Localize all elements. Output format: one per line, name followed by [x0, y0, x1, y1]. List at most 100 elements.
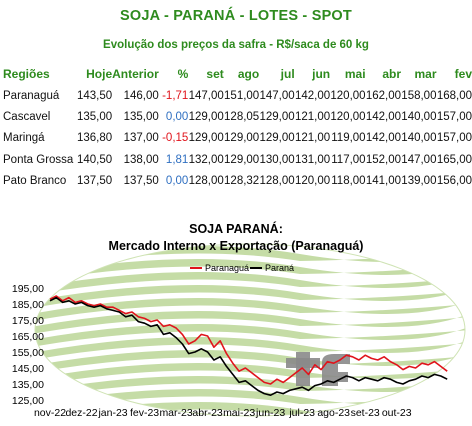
- legend-label: Paraná: [265, 263, 294, 273]
- page-subtitle: Evolução dos preços da safra - R$/saca d…: [103, 39, 369, 51]
- price-cell-abr: 142,00: [365, 110, 402, 123]
- price-cell-set: 132,00: [188, 153, 224, 166]
- region-name: Pato Branco: [3, 174, 67, 187]
- price-cell-pct: 0,00: [165, 110, 189, 123]
- price-cell-pct: -1,71: [162, 89, 189, 102]
- price-cell-jul: 129,00: [259, 110, 295, 123]
- x-tick-label: jun-23: [255, 407, 285, 419]
- chart-subtitle: Mercado Interno x Exportação (Paranaguá): [108, 239, 364, 253]
- price-cell-fev: 165,00: [436, 153, 472, 166]
- price-cell-mar: 139,00: [401, 174, 437, 187]
- price-cell-mai: 118,00: [331, 174, 366, 187]
- chart-title: SOJA PARANÁ:: [189, 222, 283, 236]
- price-cell-mai: 120,00: [330, 110, 366, 123]
- price-cell-jul: 147,00: [259, 89, 295, 102]
- x-tick-label: jan-23: [97, 407, 127, 419]
- price-cell-jun: 121,00: [294, 110, 331, 123]
- x-tick-label: out-23: [382, 407, 412, 419]
- chart-legend: Paranaguá Paraná: [190, 263, 294, 273]
- price-cell-anterior: 137,00: [123, 132, 159, 145]
- price-cell-abr: 162,00: [365, 89, 402, 102]
- soybean-field-background: [34, 243, 466, 417]
- region-name: Cascavel: [3, 110, 51, 123]
- region-name: Paranaguá: [3, 89, 60, 102]
- y-tick-label: 175,00: [12, 315, 44, 327]
- price-cell-jun: 131,00: [294, 153, 331, 166]
- price-cell-ago: 129,00: [224, 153, 260, 166]
- x-tick-label: set-23: [351, 407, 380, 419]
- price-cell-fev: 156,00: [436, 174, 472, 187]
- price-cell-mar: 147,00: [401, 153, 437, 166]
- x-tick-label: mar-23: [159, 407, 192, 419]
- column-header: mai: [344, 67, 366, 81]
- table-row: Maringá 136,80 137,00 -0,15 129,00 129,00 129,…: [3, 128, 472, 149]
- price-cell-hoje: 137,50: [76, 174, 113, 187]
- x-tick-label: dez-22: [65, 407, 97, 419]
- price-cell-pct: 1,81: [165, 153, 189, 166]
- y-tick-label: 125,00: [12, 395, 44, 407]
- price-cell-anterior: 135,00: [123, 110, 159, 123]
- x-tick-label: abr-23: [192, 407, 223, 419]
- column-header: Regiões: [3, 67, 50, 81]
- y-tick-label: 165,00: [12, 331, 44, 343]
- x-tick-label: fev-23: [130, 407, 159, 419]
- price-cell-hoje: 135,00: [76, 110, 113, 123]
- column-header: jun: [312, 67, 331, 81]
- table-row: Pato Branco 137,50 137,50 0,00 128,00 128,32 1…: [3, 170, 472, 191]
- price-cell-ago: 151,00: [224, 89, 260, 102]
- y-tick-label: 145,00: [12, 363, 44, 375]
- price-cell-ago: 128,32: [224, 174, 260, 187]
- price-cell-mai: 119,00: [331, 132, 366, 145]
- price-cell-set: 128,00: [188, 174, 224, 187]
- series-line-paranagua: [49, 295, 448, 385]
- column-header: set: [206, 67, 224, 81]
- price-cell-fev: 157,00: [436, 132, 472, 145]
- price-cell-jul: 130,00: [259, 153, 295, 166]
- column-header: ago: [237, 67, 260, 81]
- price-cell-pct: 0,00: [165, 174, 189, 187]
- legend-label: Paranaguá: [205, 263, 249, 273]
- price-cell-pct: -0,15: [162, 132, 189, 145]
- price-cell-fev: 168,00: [436, 89, 472, 102]
- column-header: Anterior: [112, 67, 159, 81]
- table-row: Ponta Grossa 140,50 138,00 1,81 132,00 129,00…: [3, 149, 472, 170]
- price-cell-set: 129,00: [188, 110, 224, 123]
- price-cell-abr: 141,00: [365, 174, 402, 187]
- table-row: Paranaguá 143,50 146,00 -1,71 147,00 151,00 14…: [3, 85, 472, 106]
- price-cell-jun: 120,00: [294, 174, 331, 187]
- price-cell-mar: 158,00: [401, 89, 437, 102]
- y-tick-label: 135,00: [12, 379, 44, 391]
- x-tick-label: ago-23: [317, 407, 350, 419]
- region-name: Maringá: [3, 132, 45, 145]
- price-cell-set: 129,00: [188, 132, 224, 145]
- price-cell-anterior: 137,50: [123, 174, 159, 187]
- column-header: Hoje: [86, 67, 113, 81]
- column-header: abr: [382, 67, 402, 81]
- price-cell-anterior: 146,00: [123, 89, 159, 102]
- price-cell-jul: 128,00: [259, 174, 295, 187]
- price-cell-mar: 140,00: [401, 110, 437, 123]
- column-header: fev: [454, 67, 472, 81]
- price-cell-abr: 142,00: [365, 132, 402, 145]
- region-name: Ponta Grossa: [3, 153, 74, 166]
- price-cell-hoje: 136,80: [76, 132, 113, 145]
- price-table: Regiões Hoje Anterior% set ago jul jun mai abr ma…: [3, 63, 472, 191]
- page-title: SOJA - PARANÁ - LOTES - SPOT: [120, 8, 352, 24]
- price-cell-fev: 157,00: [436, 110, 472, 123]
- price-cell-mai: 117,00: [331, 153, 366, 166]
- y-tick-label: 195,00: [12, 283, 44, 295]
- table-header-row: Regiões Hoje Anterior% set ago jul jun mai abr ma…: [3, 63, 472, 85]
- price-cell-abr: 152,00: [365, 153, 402, 166]
- table-row: Cascavel 135,00 135,00 0,00 129,00 128,05 129,…: [3, 106, 472, 127]
- price-cell-mai: 120,00: [330, 89, 366, 102]
- price-cell-jun: 121,00: [294, 132, 331, 145]
- series-line-parana: [49, 296, 448, 396]
- price-cell-jun: 142,00: [294, 89, 331, 102]
- x-tick-label: jul-23: [288, 407, 315, 419]
- price-cell-ago: 128,05: [224, 110, 260, 123]
- column-header: jul: [280, 67, 295, 81]
- price-cell-set: 147,00: [188, 89, 224, 102]
- y-tick-label: 155,00: [12, 347, 44, 359]
- price-cell-anterior: 138,00: [123, 153, 159, 166]
